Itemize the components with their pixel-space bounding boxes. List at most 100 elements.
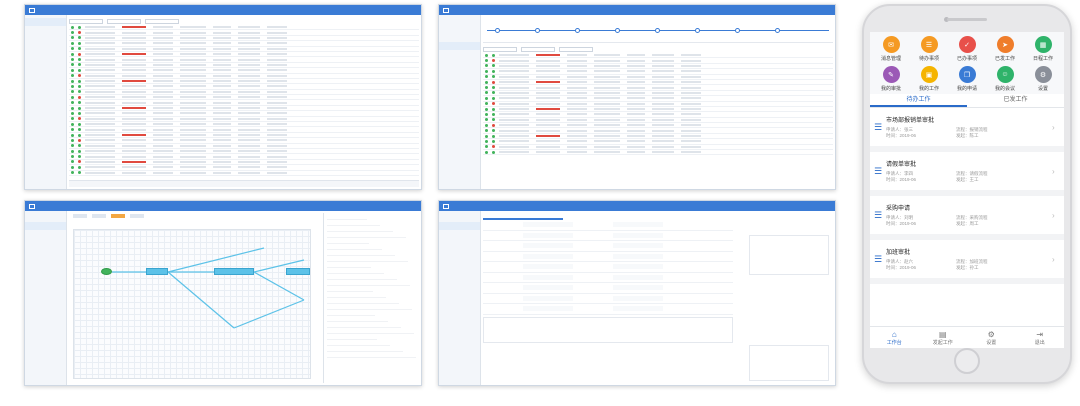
property-row[interactable] bbox=[327, 221, 380, 226]
property-row[interactable] bbox=[327, 239, 369, 244]
table-row[interactable] bbox=[483, 150, 833, 156]
table-row[interactable] bbox=[69, 138, 419, 144]
timeline-dot[interactable] bbox=[695, 28, 700, 33]
table-row[interactable] bbox=[483, 75, 833, 80]
property-row[interactable] bbox=[327, 215, 367, 220]
table-row[interactable] bbox=[483, 91, 833, 97]
table-row[interactable] bbox=[483, 118, 833, 124]
timeline-dot[interactable] bbox=[615, 28, 620, 33]
flow-start-node[interactable] bbox=[101, 268, 112, 275]
timeline-dot[interactable] bbox=[495, 28, 500, 33]
form-value[interactable] bbox=[613, 253, 663, 259]
property-row[interactable] bbox=[327, 311, 375, 316]
designer-tab[interactable] bbox=[111, 214, 125, 218]
sidebar-item[interactable] bbox=[439, 42, 480, 50]
table-row[interactable] bbox=[483, 64, 833, 70]
property-row[interactable] bbox=[327, 329, 414, 334]
designer-tab[interactable] bbox=[73, 214, 87, 218]
table-row[interactable] bbox=[69, 63, 419, 69]
pagination-bar[interactable] bbox=[69, 180, 419, 187]
timeline-dot[interactable] bbox=[735, 28, 740, 33]
property-row[interactable] bbox=[327, 305, 412, 310]
app-shortcut[interactable]: ▣ 我的工作 bbox=[910, 66, 948, 92]
table-row[interactable] bbox=[483, 123, 833, 129]
property-row[interactable] bbox=[327, 257, 408, 262]
app-shortcut[interactable]: ✓ 已办事项 bbox=[948, 36, 986, 62]
remark-field[interactable] bbox=[483, 316, 733, 343]
table-row[interactable] bbox=[69, 25, 419, 31]
form-value[interactable] bbox=[523, 285, 573, 291]
form-value[interactable] bbox=[523, 253, 573, 259]
table-row[interactable] bbox=[483, 69, 833, 75]
table-row[interactable] bbox=[483, 96, 833, 102]
filter-input[interactable] bbox=[107, 18, 141, 24]
table-row[interactable] bbox=[69, 36, 419, 42]
table-row[interactable] bbox=[69, 149, 419, 155]
nav-item[interactable]: ▤ 发起工作 bbox=[919, 327, 968, 348]
form-value[interactable] bbox=[523, 222, 573, 228]
table-row[interactable] bbox=[483, 102, 833, 107]
form-value[interactable] bbox=[523, 274, 573, 280]
sidebar-item[interactable] bbox=[439, 50, 480, 58]
sidebar-item[interactable] bbox=[25, 34, 66, 42]
app-shortcut[interactable]: ⚙ 设置 bbox=[1024, 66, 1062, 92]
sidebar-item[interactable] bbox=[439, 214, 480, 222]
menu-icon[interactable] bbox=[29, 203, 35, 209]
app-shortcut[interactable]: ▦ 日程工作 bbox=[1024, 36, 1062, 62]
form-value[interactable] bbox=[613, 222, 663, 228]
designer-tab[interactable] bbox=[92, 214, 106, 218]
property-row[interactable] bbox=[327, 347, 403, 352]
table-row[interactable] bbox=[69, 57, 419, 63]
table-row[interactable] bbox=[69, 160, 419, 166]
table-row[interactable] bbox=[483, 139, 833, 145]
table-row[interactable] bbox=[69, 100, 419, 106]
property-row[interactable] bbox=[327, 269, 384, 274]
nav-item[interactable]: ⇥ 退出 bbox=[1016, 327, 1065, 348]
sidebar-item[interactable] bbox=[25, 230, 66, 238]
property-row[interactable] bbox=[327, 275, 397, 280]
form-value[interactable] bbox=[613, 285, 663, 291]
task-card[interactable]: ☰ 请假单审批 申请人：李四 流程：请假流程 时间：2019-06 发起：王工 › bbox=[870, 152, 1064, 196]
property-row[interactable] bbox=[327, 281, 410, 286]
property-row[interactable] bbox=[327, 227, 393, 232]
app-shortcut[interactable]: ➤ 已发工作 bbox=[986, 36, 1024, 62]
sidebar-item[interactable] bbox=[439, 34, 480, 42]
menu-icon[interactable] bbox=[443, 7, 449, 13]
form-tab[interactable] bbox=[483, 213, 563, 220]
table-row[interactable] bbox=[69, 106, 419, 112]
designer-tab[interactable] bbox=[130, 214, 144, 218]
sidebar-item[interactable] bbox=[439, 222, 480, 230]
table-row[interactable] bbox=[69, 52, 419, 58]
table-row[interactable] bbox=[69, 117, 419, 123]
table-row[interactable] bbox=[69, 165, 419, 171]
form-value[interactable] bbox=[523, 306, 573, 312]
status-select[interactable] bbox=[521, 46, 555, 52]
form-value[interactable] bbox=[613, 243, 663, 249]
table-row[interactable] bbox=[69, 79, 419, 85]
app-shortcut[interactable]: ☺ 我的会议 bbox=[986, 66, 1024, 92]
sidebar-item[interactable] bbox=[25, 26, 66, 34]
task-card[interactable]: ☰ 市场部报销单审批 申请人：张三 流程：报销流程 时间：2019-06 发起：陈工 › bbox=[870, 108, 1064, 152]
property-row[interactable] bbox=[327, 317, 388, 322]
property-row[interactable] bbox=[327, 251, 395, 256]
sidebar-item[interactable] bbox=[439, 18, 480, 26]
table-row[interactable] bbox=[483, 128, 833, 134]
table-row[interactable] bbox=[69, 90, 419, 96]
sidebar-item[interactable] bbox=[25, 18, 66, 26]
flow-node[interactable] bbox=[146, 268, 168, 275]
form-value[interactable] bbox=[613, 295, 663, 301]
property-row[interactable] bbox=[327, 233, 406, 238]
app-shortcut[interactable]: ☰ 待办事项 bbox=[910, 36, 948, 62]
app-shortcut[interactable]: ✉ 消息管理 bbox=[872, 36, 910, 62]
task-card[interactable]: ☰ 采购申请 申请人：刘明 流程：采购流程 时间：2019-06 发起：周工 › bbox=[870, 196, 1064, 240]
form-value[interactable] bbox=[613, 232, 663, 238]
form-value[interactable] bbox=[523, 295, 573, 301]
table-row[interactable] bbox=[69, 47, 419, 52]
table-row[interactable] bbox=[69, 171, 419, 176]
property-row[interactable] bbox=[327, 323, 401, 328]
table-row[interactable] bbox=[69, 144, 419, 149]
table-row[interactable] bbox=[483, 145, 833, 151]
sidebar-item[interactable] bbox=[25, 222, 66, 230]
property-row[interactable] bbox=[327, 287, 373, 292]
timeline-dot[interactable] bbox=[575, 28, 580, 33]
